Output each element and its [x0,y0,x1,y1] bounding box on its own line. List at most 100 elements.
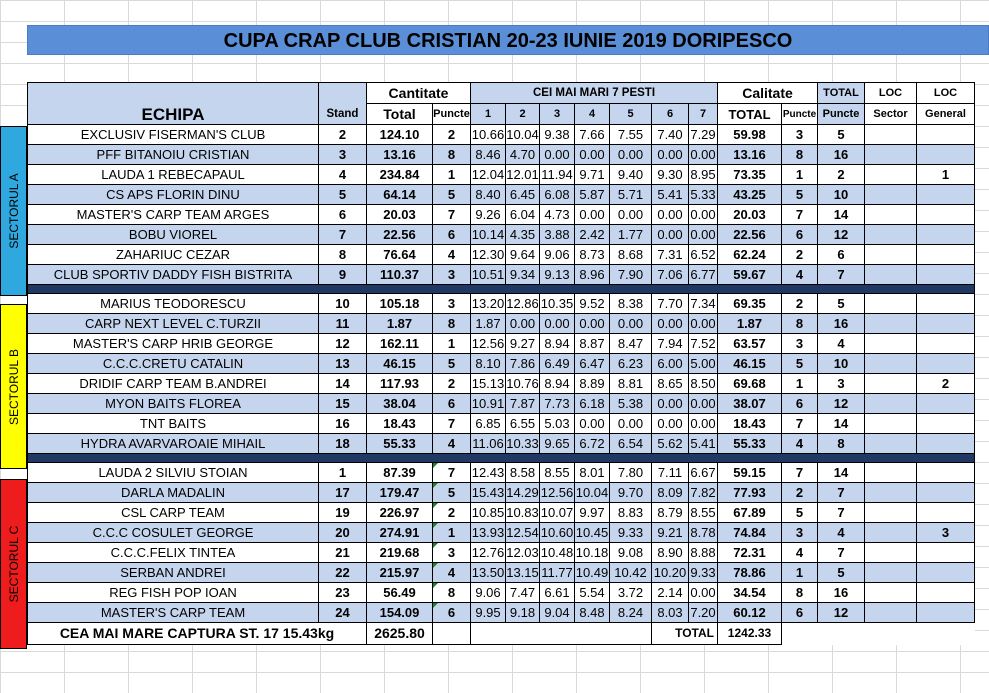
loc-sector [864,433,917,454]
stand-number: 10 [318,293,367,314]
stand-number: 20 [318,522,367,543]
total-points: 7 [817,264,865,285]
fish-weight-2: 9.27 [505,333,540,354]
quantity-total: 226.97 [366,502,433,523]
quantity-points: 5 [432,482,471,503]
total-puncte-header: Puncte [817,103,865,125]
cei-mai-mari-header: CEI MAI MARI 7 PESTI [470,82,718,104]
loc-general [916,333,975,354]
quality-total: 1.87 [717,313,782,334]
stand-number: 19 [318,502,367,523]
loc-sector [864,144,917,165]
quantity-total: 1.87 [366,313,433,334]
loc-general [916,582,975,603]
fish-weight-7: 7.20 [688,602,718,623]
fish-weight-7: 0.00 [688,144,718,165]
loc-general [916,413,975,434]
quality-total: 13.16 [717,144,782,165]
fish-weight-6: 0.00 [651,224,689,245]
fish-weight-3: 9.13 [539,264,575,285]
fish-weight-6: 9.21 [651,522,689,543]
fish-weight-5: 9.33 [609,522,652,543]
fish-weight-7: 7.52 [688,333,718,354]
quantity-points: 4 [432,562,471,583]
table-row: MASTER'S CARP TEAM 24 154.09 6 9.95 9.18 9.04 8… [27,602,975,623]
fish-weight-1: 6.85 [470,413,506,434]
fish-weight-3: 4.73 [539,204,575,225]
fish-weight-3: 0.00 [539,313,575,334]
fish-weight-1: 12.04 [470,164,506,185]
stand-number: 12 [318,333,367,354]
loc-general [916,542,975,563]
fish-weight-6: 8.79 [651,502,689,523]
loc-general [916,462,975,483]
fish-weight-1: 10.51 [470,264,506,285]
cantitate-total-header: Total [366,103,433,125]
stand-number: 11 [318,313,367,334]
fish-weight-4: 0.00 [574,204,610,225]
total-points: 10 [817,353,865,374]
loc-general [916,393,975,414]
fish-weight-4: 0.00 [574,313,610,334]
loc-sector [864,333,917,354]
fish-weight-4: 6.72 [574,433,610,454]
quantity-total: 38.04 [366,393,433,414]
fish-weight-7: 7.34 [688,293,718,314]
table-row: DARLA MADALIN 17 179.47 5 15.43 14.29 12.56 10.… [27,482,975,503]
quality-total: 43.25 [717,184,782,205]
fish-weight-1: 15.13 [470,373,506,394]
total-points: 7 [817,482,865,503]
table-row: HYDRA AVARVAROAIE MIHAIL 18 55.33 4 11.06 10.… [27,433,975,454]
stand-number: 21 [318,542,367,563]
quantity-points: 6 [432,393,471,414]
total-points: 5 [817,124,865,145]
loc-general [916,313,975,334]
quantity-points: 3 [432,542,471,563]
fish-weight-4: 8.01 [574,462,610,483]
team-name: CSL CARP TEAM [27,502,319,523]
sector-band: SECTORUL B [0,304,27,469]
fish-weight-2: 6.45 [505,184,540,205]
fish-weight-1: 13.93 [470,522,506,543]
quantity-total: 179.47 [366,482,433,503]
loc-general [916,224,975,245]
sector-label: SECTORUL C [6,525,21,603]
fish-weight-5: 9.70 [609,482,652,503]
total-points: 3 [817,373,865,394]
fish-weight-2: 10.83 [505,502,540,523]
loc-general [916,124,975,145]
stand-number: 5 [318,184,367,205]
quality-total: 67.89 [717,502,782,523]
calitate-total-header: TOTAL [717,103,782,125]
cantitate-header: Cantitate [366,82,471,104]
fish-weight-4: 0.00 [574,413,610,434]
fish-weight-3: 8.94 [539,333,575,354]
total-points: 4 [817,333,865,354]
loc-sector [864,164,917,185]
team-name: CS APS FLORIN DINU [27,184,319,205]
fish-weight-7: 0.00 [688,413,718,434]
sector-separator [27,453,975,463]
quality-points: 2 [781,293,818,314]
loc-sector [864,393,917,414]
fish-weight-4: 9.52 [574,293,610,314]
stand-number: 17 [318,482,367,503]
fish-weight-7: 5.33 [688,184,718,205]
team-name: CARP NEXT LEVEL C.TURZII [27,313,319,334]
fish-weight-5: 6.54 [609,433,652,454]
quantity-total: 124.10 [366,124,433,145]
loc-sector [864,373,917,394]
quality-total: 62.24 [717,244,782,265]
team-name: MASTER'S CARP TEAM ARGES [27,204,319,225]
quantity-total: 20.03 [366,204,433,225]
fish-weight-2: 9.64 [505,244,540,265]
fish-weight-3: 10.35 [539,293,575,314]
fish-weight-3: 10.60 [539,522,575,543]
table-row: C.C.C COSULET GEORGE 20 274.91 1 13.93 12.54 1… [27,522,975,543]
fish-weight-1: 8.40 [470,184,506,205]
fish-weight-3: 7.73 [539,393,575,414]
fish-weight-2: 4.35 [505,224,540,245]
quantity-points: 7 [432,204,471,225]
team-name: DARLA MADALIN [27,482,319,503]
fish-weight-7: 9.33 [688,562,718,583]
